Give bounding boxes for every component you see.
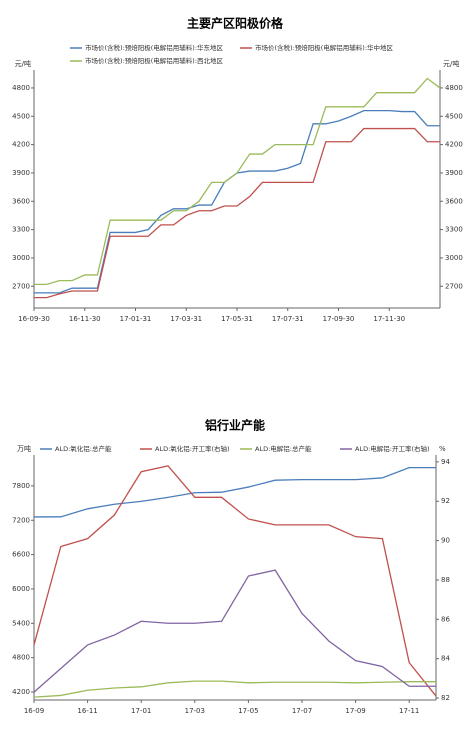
- y2-tick-label: 84: [441, 655, 450, 663]
- x-tick-label: 17-05: [238, 707, 258, 715]
- legend-label: 市场价(含税):预焙阳极(电解铝用辅料):华中地区: [255, 43, 394, 52]
- series-line: [33, 680, 436, 698]
- x-tick-label: 16-11: [77, 707, 97, 715]
- y2-tick-label: 2700: [445, 282, 463, 290]
- legend-label: ALD:电解铝:开工率(右轴): [355, 444, 430, 453]
- y2-unit: %: [439, 445, 446, 453]
- y2-tick-label: 4500: [445, 112, 463, 120]
- series-line: [33, 466, 436, 518]
- y2-tick-label: 3600: [445, 197, 463, 205]
- x-tick-label: 17-09-30: [323, 315, 355, 323]
- x-tick-label: 16-09: [24, 707, 44, 715]
- x-tick-label: 17-03-31: [170, 315, 202, 323]
- x-tick-label: 16-11-30: [69, 315, 101, 323]
- x-tick-label: 17-03: [185, 707, 205, 715]
- y-tick-label: 2700: [12, 282, 30, 290]
- y2-unit: 元/吨: [443, 59, 459, 68]
- y-tick-label: 7800: [12, 482, 30, 490]
- y2-tick-label: 4200: [445, 141, 463, 149]
- series-line: [33, 465, 437, 697]
- x-tick-label: 17-09: [345, 707, 365, 715]
- series-line: [34, 77, 441, 286]
- x-tick-label: 17-01-31: [120, 315, 152, 323]
- x-tick-label: 17-11-30: [373, 315, 405, 323]
- y2-tick-label: 82: [441, 694, 450, 702]
- y2-tick-label: 88: [441, 576, 450, 584]
- y-tick-label: 3900: [12, 169, 30, 177]
- y-tick-label: 4800: [12, 654, 30, 662]
- legend-label: ALD:氧化铝:总产能: [55, 444, 112, 453]
- y2-tick-label: 4800: [445, 84, 463, 92]
- y2-tick-label: 94: [441, 458, 450, 466]
- y-tick-label: 6000: [12, 585, 30, 593]
- y-tick-label: 3000: [12, 254, 30, 262]
- y-unit: 元/吨: [15, 59, 31, 68]
- legend-label: ALD:氧化铝:开工率(右轴): [155, 444, 230, 453]
- y-tick-label: 4200: [12, 141, 30, 149]
- chart-title: 主要产区阳极价格: [187, 16, 284, 31]
- series-line: [33, 569, 436, 693]
- y-tick-label: 3300: [12, 226, 30, 234]
- y-tick-label: 3600: [12, 197, 30, 205]
- x-tick-label: 17-11: [399, 707, 419, 715]
- legend-label: 市场价(含税):预焙阳极(电解铝用辅料):西北地区: [85, 56, 224, 65]
- y2-tick-label: 92: [441, 497, 450, 505]
- y-tick-label: 7200: [12, 516, 30, 524]
- series-line: [34, 127, 440, 299]
- x-tick-label: 17-01: [131, 707, 151, 715]
- x-tick-label: 17-05-31: [221, 315, 253, 323]
- series-line: [34, 109, 440, 294]
- legend-label: 市场价(含税):预焙阳极(电解铝用辅料):华东地区: [85, 43, 224, 52]
- chart-title: 铝行业产能: [205, 418, 265, 433]
- y-tick-label: 4800: [12, 84, 30, 92]
- y-tick-label: 5400: [12, 619, 30, 627]
- x-tick-label: 16-09-30: [18, 315, 50, 323]
- x-tick-label: 17-07: [292, 707, 312, 715]
- y2-tick-label: 3900: [445, 169, 463, 177]
- y2-tick-label: 3300: [445, 226, 463, 234]
- y2-tick-label: 3000: [445, 254, 463, 262]
- y-unit: 万吨: [17, 444, 31, 453]
- legend-label: ALD:电解铝:总产能: [255, 444, 312, 453]
- y2-tick-label: 86: [441, 615, 450, 623]
- y-tick-label: 6600: [12, 551, 30, 559]
- y2-tick-label: 90: [441, 537, 450, 545]
- y-tick-label: 4200: [12, 688, 30, 696]
- y-tick-label: 4500: [12, 112, 30, 120]
- x-tick-label: 17-07-31: [272, 315, 304, 323]
